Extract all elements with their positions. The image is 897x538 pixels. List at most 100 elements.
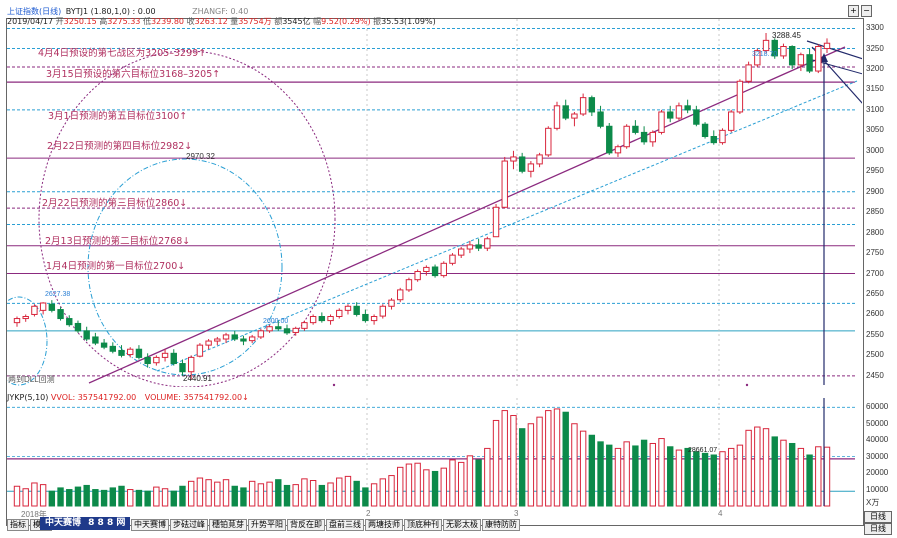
- volume-bar: [640, 439, 648, 507]
- indicator-tab[interactable]: 指标: [7, 519, 29, 531]
- volume-axis-tick: 40000: [866, 435, 889, 445]
- gann-circle-large: [38, 50, 336, 387]
- volume-chart[interactable]: [7, 398, 862, 508]
- candlestick-chart[interactable]: [7, 19, 862, 387]
- volume-bar: [658, 438, 665, 507]
- volume-bar: [762, 428, 770, 507]
- volume-bar: [684, 447, 691, 507]
- candle-body: [806, 54, 813, 72]
- candle-body: [344, 305, 352, 311]
- candle-body: [684, 105, 691, 111]
- indicator-tab[interactable]: 两塘技师: [365, 519, 403, 531]
- volume-axis-tick: 10000: [866, 484, 889, 494]
- price-axis-tick: 2850: [866, 207, 884, 217]
- volume-bar: [292, 484, 299, 507]
- high-label: 高: [99, 17, 108, 26]
- zoom-in-button[interactable]: +: [848, 5, 859, 17]
- candle-body: [597, 111, 604, 127]
- indicator-tab[interactable]: 升势平阳: [248, 519, 286, 531]
- candle-body: [362, 313, 369, 322]
- indicator-tab[interactable]: 中天赛博: [131, 519, 169, 531]
- candle-body: [788, 46, 796, 66]
- quote-date: 2019/04/17: [7, 17, 54, 26]
- volume-bar: [675, 449, 683, 507]
- candle-body: [640, 131, 648, 143]
- candle-body: [170, 352, 177, 365]
- volume-bar: [362, 487, 369, 507]
- candle-body: [606, 125, 613, 154]
- volume-bar: [815, 446, 822, 507]
- volume-bar: [536, 416, 543, 507]
- candle-body: [658, 111, 665, 133]
- volume-bar: [22, 488, 29, 507]
- volume-bar: [501, 410, 508, 507]
- candle-body: [336, 309, 343, 318]
- indicator-tab[interactable]: 背反在即: [287, 519, 325, 531]
- candle-body: [214, 338, 221, 342]
- indicator-tab[interactable]: 顶底种刊: [404, 519, 442, 531]
- arrow-up-marker: [820, 53, 828, 62]
- volume-bar: [370, 483, 378, 507]
- candle-body: [457, 248, 465, 256]
- volume-bar: [318, 484, 326, 507]
- volume-bar: [553, 408, 561, 507]
- volume-bar: [527, 423, 535, 507]
- candle-body: [623, 125, 630, 148]
- price-axis-tick: 2600: [866, 309, 884, 319]
- indicator-tab[interactable]: 步砝过峰: [170, 519, 208, 531]
- volume-bar: [710, 454, 717, 507]
- price-axis-tick: 2550: [866, 329, 884, 339]
- gann-circle-small: [87, 158, 283, 376]
- volume-bar: [13, 485, 21, 507]
- volume-bar: [39, 484, 47, 507]
- volume-bar: [597, 441, 604, 507]
- indicator-tab-bar: 指标模版中天赛博步砝过峰穗铂莧芽升势平阳背反在即盘前三线两塘技师顶底种刊无影太极…: [7, 519, 521, 531]
- chart-title[interactable]: 上证指数(日线): [7, 7, 62, 16]
- indicator-tab[interactable]: 穗铂莧芽: [209, 519, 247, 531]
- volume-bar: [66, 489, 73, 507]
- candle-body: [74, 322, 82, 332]
- volume-bar: [31, 482, 38, 507]
- volume-bar: [100, 489, 108, 507]
- volume-bar: [649, 442, 657, 507]
- volume-bar: [545, 410, 552, 507]
- candle-body: [562, 105, 569, 119]
- candle-body: [518, 156, 526, 172]
- volume-bar: [754, 426, 761, 507]
- chart-note: 两到DLL回测: [8, 375, 55, 384]
- volume-bar: [170, 490, 177, 507]
- volume-bar: [48, 490, 56, 507]
- indicator-tab[interactable]: 盘前三线: [326, 519, 364, 531]
- zoom-out-button[interactable]: −: [861, 5, 872, 17]
- price-axis-tick: 3000: [866, 145, 884, 155]
- period-button-bottom[interactable]: 日线: [864, 523, 892, 535]
- period-button-top[interactable]: 日线: [864, 511, 892, 523]
- price-axis-tick: 3150: [866, 84, 884, 94]
- candle-body: [153, 356, 160, 364]
- candle-body: [92, 336, 99, 344]
- candle-body: [135, 348, 143, 358]
- price-axis-tick: 3200: [866, 64, 884, 73]
- candle-body: [780, 46, 787, 57]
- candle-body: [414, 271, 421, 281]
- volume-bar: [309, 480, 317, 507]
- candle-body: [492, 206, 500, 238]
- candle-body: [179, 363, 186, 373]
- volume-bar: [449, 459, 456, 507]
- fan-line-top: [806, 40, 862, 60]
- trendline-primary: [88, 46, 846, 384]
- volume-bar: [257, 483, 265, 507]
- amount-value: 3545亿: [282, 17, 311, 26]
- candle-body: [466, 244, 474, 250]
- candle-body: [710, 136, 717, 144]
- candle-body: [301, 322, 308, 329]
- candle-body: [475, 244, 482, 249]
- candle-body: [675, 105, 683, 119]
- candle-body: [614, 146, 622, 154]
- target-annotation: 3月1日预测的第五目标位3100↑: [48, 111, 188, 122]
- indicator-tab[interactable]: 康特防防: [482, 519, 520, 531]
- candle-body: [318, 316, 326, 322]
- candle-body: [510, 156, 517, 162]
- candle-body: [48, 303, 56, 311]
- indicator-tab[interactable]: 无影太极: [443, 519, 481, 531]
